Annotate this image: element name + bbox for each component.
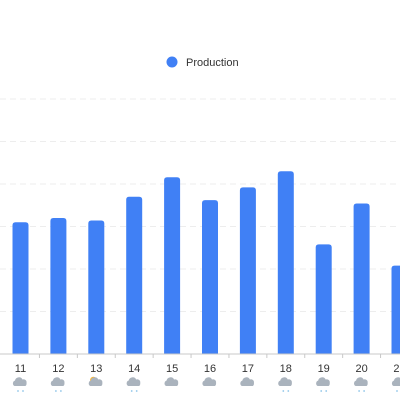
x-tick-label: 13 bbox=[90, 363, 102, 375]
x-tick-label: 19 bbox=[318, 363, 330, 375]
x-tick-label: 16 bbox=[204, 363, 216, 375]
rain-icon bbox=[12, 377, 27, 392]
bar-13[interactable] bbox=[88, 220, 105, 354]
x-tick-label: 20 bbox=[355, 363, 367, 375]
legend[interactable]: Production bbox=[166, 56, 239, 70]
x-tick-label: 14 bbox=[128, 363, 140, 375]
rain-icon bbox=[316, 377, 330, 392]
weather-icons-row bbox=[12, 376, 400, 392]
cloud-icon bbox=[202, 377, 217, 386]
cloud-icon bbox=[164, 377, 179, 386]
rain-icon bbox=[126, 377, 141, 392]
x-axis-tick-labels: 11 12 13 14 15 16 17 18 19 20 21 bbox=[15, 354, 400, 375]
bar-14[interactable] bbox=[126, 196, 143, 354]
bar-11[interactable] bbox=[12, 222, 29, 354]
x-tick-label: 12 bbox=[52, 363, 64, 375]
x-tick-label: 17 bbox=[242, 363, 254, 375]
partly-sunny-icon bbox=[88, 376, 103, 386]
rain-icon bbox=[278, 377, 292, 392]
legend-marker bbox=[166, 56, 178, 68]
x-tick-label: 11 bbox=[15, 363, 26, 375]
x-tick-label: 18 bbox=[280, 363, 292, 375]
rain-icon bbox=[354, 377, 368, 392]
rain-icon bbox=[391, 377, 400, 392]
bar-series bbox=[12, 171, 400, 354]
bar-15[interactable] bbox=[164, 177, 181, 354]
bar-21[interactable] bbox=[391, 265, 400, 354]
bar-18[interactable] bbox=[277, 171, 294, 354]
bar-17[interactable] bbox=[239, 187, 256, 354]
bar-16[interactable] bbox=[202, 200, 218, 354]
bar-20[interactable] bbox=[353, 203, 370, 354]
legend-label-production: Production bbox=[186, 57, 239, 69]
cloud-icon bbox=[240, 377, 254, 386]
x-tick-label: 15 bbox=[166, 363, 178, 375]
bar-12[interactable] bbox=[50, 218, 67, 354]
x-tick-label: 21 bbox=[393, 363, 400, 375]
bar-19[interactable] bbox=[315, 244, 332, 354]
rain-icon bbox=[50, 377, 65, 392]
